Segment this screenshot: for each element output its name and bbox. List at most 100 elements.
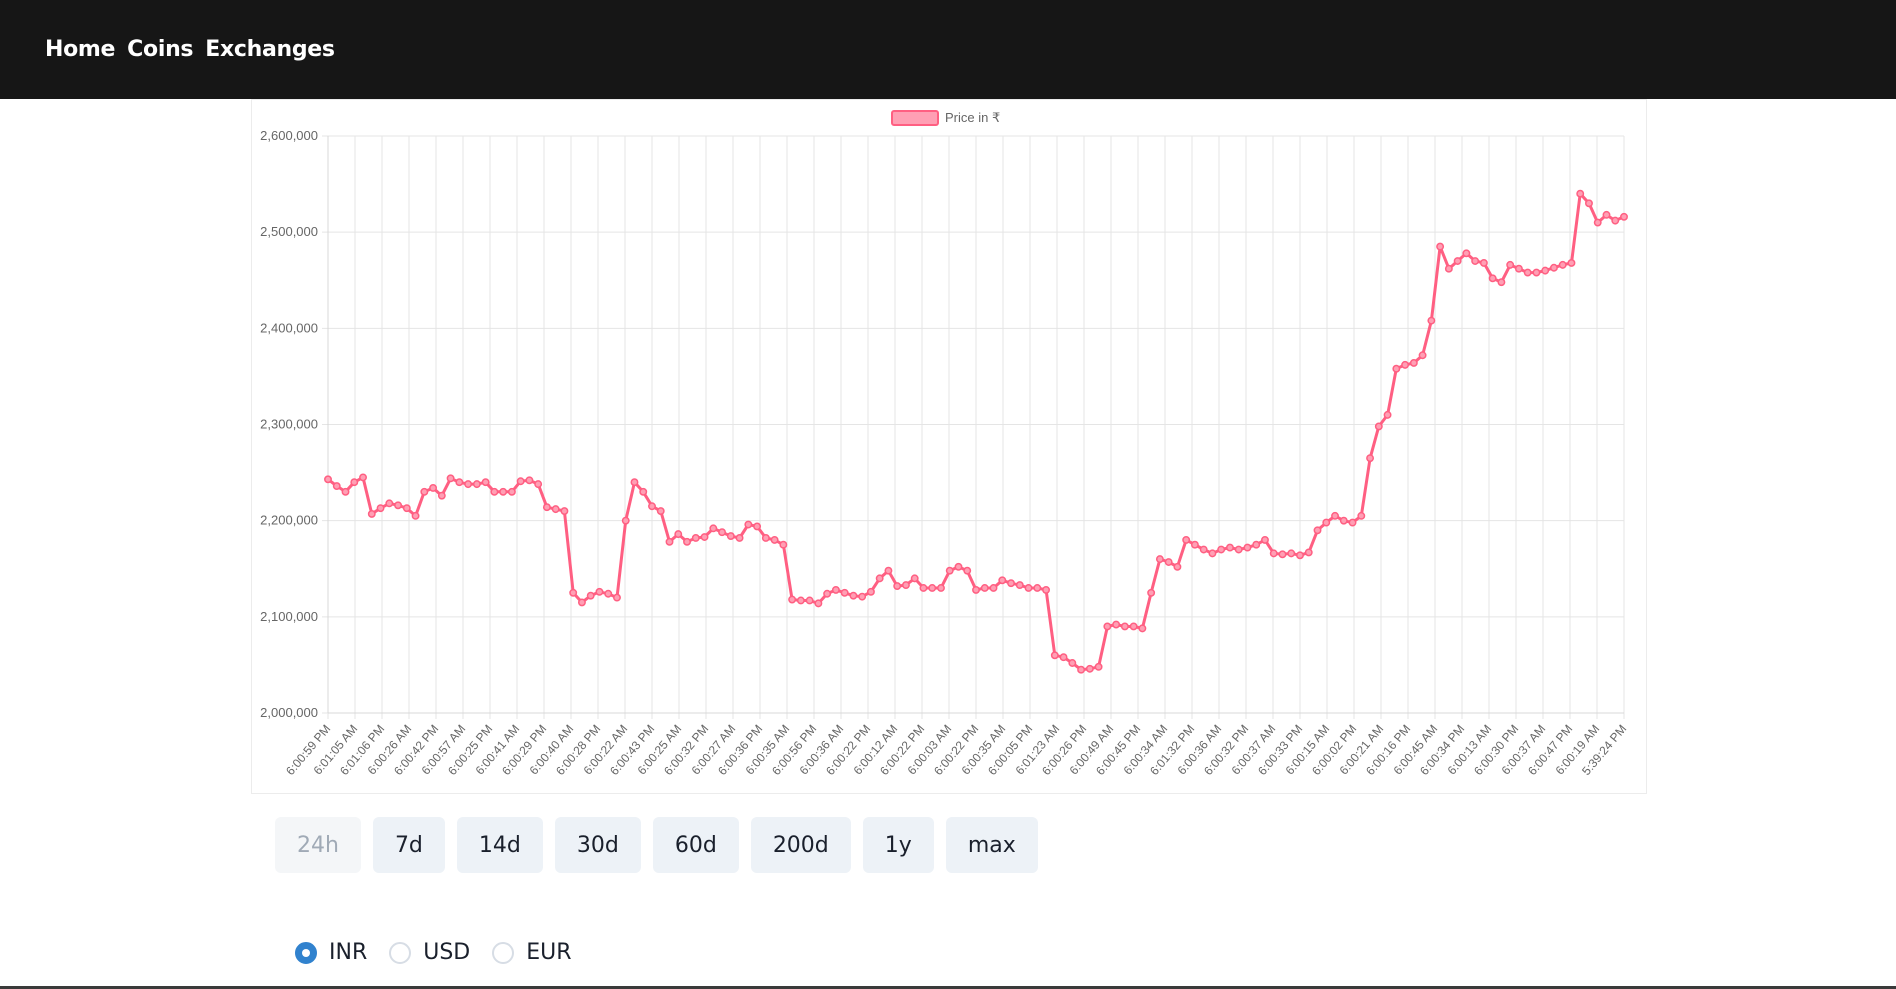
price-point[interactable]	[551, 505, 560, 514]
price-point[interactable]	[394, 501, 403, 510]
price-point[interactable]	[1024, 584, 1033, 592]
price-point[interactable]	[989, 584, 998, 592]
price-point[interactable]	[1392, 364, 1401, 373]
price-point[interactable]	[972, 585, 980, 594]
price-point[interactable]	[770, 535, 779, 544]
price-point[interactable]	[849, 591, 858, 600]
price-point[interactable]	[490, 487, 499, 496]
price-point[interactable]	[1471, 257, 1480, 265]
price-point[interactable]	[683, 537, 691, 546]
price-point[interactable]	[595, 587, 604, 596]
price-point[interactable]	[823, 589, 832, 598]
price-point[interactable]	[341, 487, 350, 496]
price-point[interactable]	[604, 589, 613, 598]
price-point[interactable]	[674, 530, 683, 539]
price-point[interactable]	[1401, 360, 1410, 369]
price-point[interactable]	[858, 592, 867, 601]
price-point[interactable]	[1042, 585, 1051, 594]
chart-legend[interactable]: Price in ₹	[891, 110, 1000, 126]
price-point[interactable]	[1348, 518, 1357, 527]
price-point[interactable]	[1120, 622, 1129, 631]
price-point[interactable]	[761, 534, 770, 542]
price-point[interactable]	[1094, 662, 1103, 671]
price-point[interactable]	[507, 487, 516, 496]
price-point[interactable]	[893, 582, 902, 591]
price-point[interactable]	[814, 599, 823, 608]
price-point[interactable]	[1453, 257, 1462, 265]
price-point[interactable]	[437, 491, 446, 500]
currency-usd-radio[interactable]	[389, 941, 412, 964]
currency-eur-option[interactable]: EUR	[492, 940, 572, 965]
price-point[interactable]	[875, 574, 884, 583]
price-point[interactable]	[928, 584, 937, 592]
period-24h-button[interactable]: 24h	[275, 817, 361, 873]
price-point[interactable]	[788, 595, 797, 604]
price-point[interactable]	[1602, 210, 1611, 219]
price-point[interactable]	[1287, 549, 1296, 558]
price-point[interactable]	[919, 584, 928, 592]
price-point[interactable]	[560, 507, 569, 515]
price-point[interactable]	[1138, 624, 1147, 633]
price-point[interactable]	[665, 537, 674, 546]
period-max-button[interactable]: max	[945, 817, 1038, 873]
price-point[interactable]	[1366, 454, 1375, 463]
price-point[interactable]	[1164, 558, 1173, 566]
price-point[interactable]	[796, 596, 805, 605]
price-point[interactable]	[402, 504, 411, 513]
price-point[interactable]	[1147, 588, 1156, 597]
period-200d-button[interactable]: 200d	[750, 817, 851, 873]
price-point[interactable]	[542, 503, 551, 512]
price-point[interactable]	[1313, 526, 1322, 535]
price-point[interactable]	[1409, 359, 1418, 367]
price-point[interactable]	[1103, 622, 1112, 631]
price-point[interactable]	[1269, 549, 1278, 558]
price-point[interactable]	[472, 480, 481, 489]
price-point[interactable]	[779, 540, 788, 549]
price-point[interactable]	[1304, 548, 1313, 557]
price-point[interactable]	[1374, 422, 1383, 431]
price-point[interactable]	[446, 474, 455, 483]
price-point[interactable]	[1217, 545, 1226, 554]
price-point[interactable]	[1077, 665, 1086, 674]
price-point[interactable]	[411, 511, 420, 520]
price-point[interactable]	[1261, 535, 1269, 544]
price-point[interactable]	[980, 584, 989, 592]
price-point[interactable]	[464, 480, 473, 489]
price-point[interactable]	[516, 477, 525, 486]
price-point[interactable]	[884, 566, 893, 575]
price-point[interactable]	[1488, 274, 1497, 283]
price-point[interactable]	[1182, 535, 1191, 544]
price-point[interactable]	[726, 532, 735, 541]
price-point[interactable]	[1479, 258, 1488, 267]
price-point[interactable]	[420, 487, 429, 496]
price-point[interactable]	[1050, 651, 1059, 660]
price-point[interactable]	[1383, 410, 1392, 419]
price-point[interactable]	[1339, 516, 1348, 525]
price-point[interactable]	[691, 534, 700, 542]
price-point[interactable]	[499, 487, 508, 496]
price-point[interactable]	[831, 585, 840, 594]
price-point[interactable]	[1497, 278, 1506, 287]
price-point[interactable]	[648, 502, 656, 511]
price-point[interactable]	[998, 576, 1007, 585]
price-point[interactable]	[324, 475, 332, 484]
price-point[interactable]	[359, 473, 367, 482]
price-point[interactable]	[1541, 266, 1550, 275]
price-point[interactable]	[1007, 579, 1015, 588]
price-point[interactable]	[1296, 551, 1304, 560]
period-30d-button[interactable]: 30d	[554, 817, 641, 873]
price-point[interactable]	[1620, 212, 1628, 221]
price-point[interactable]	[954, 562, 963, 571]
price-point[interactable]	[1532, 268, 1541, 277]
price-point[interactable]	[963, 566, 972, 575]
nav-home-link[interactable]: Home	[45, 37, 116, 62]
price-point[interactable]	[718, 528, 727, 537]
price-point[interactable]	[455, 478, 464, 487]
price-point[interactable]	[1611, 216, 1620, 225]
price-point[interactable]	[1033, 584, 1042, 592]
price-point[interactable]	[621, 516, 630, 525]
price-point[interactable]	[1129, 622, 1138, 631]
price-point[interactable]	[937, 584, 945, 592]
price-point[interactable]	[1015, 581, 1024, 590]
period-60d-button[interactable]: 60d	[652, 817, 739, 873]
